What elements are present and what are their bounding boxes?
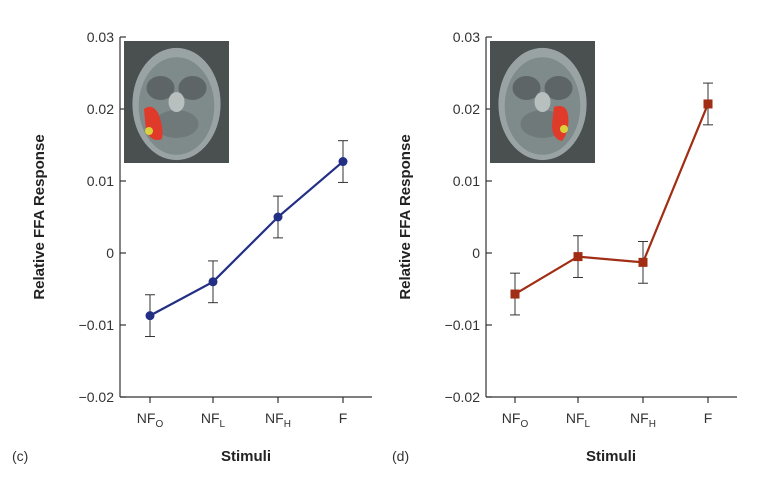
y-tick-label: 0.03 (87, 29, 114, 45)
x-tick-label: F (704, 410, 713, 426)
y-tick-label: −0.01 (79, 317, 115, 333)
x-axis-label: Stimuli (221, 448, 271, 465)
panel-label: (c) (12, 448, 28, 464)
series-line (514, 103, 710, 295)
y-axis-label: Relative FFA Response (31, 134, 48, 299)
brain-scan-image (124, 41, 229, 163)
y-tick-label: 0.02 (87, 101, 114, 117)
panel-label: (d) (392, 448, 409, 464)
x-tick-label: NFH (630, 410, 656, 430)
brain-scan-image (490, 41, 595, 163)
data-point (273, 212, 283, 222)
y-tick-label: −0.02 (79, 389, 115, 405)
y-tick-label: 0 (472, 245, 480, 261)
x-tick-label: NFL (201, 410, 226, 430)
y-tick-label: −0.02 (445, 389, 481, 405)
data-point (338, 157, 348, 167)
x-tick-label: NFL (566, 410, 591, 430)
chart-panel-d: −0.02 −0.01 0 0.01 0.02 0.03 NFO NFL NFH F Relativ… (392, 29, 737, 465)
data-point (638, 257, 648, 267)
data-point (573, 252, 583, 262)
x-tick-label: NFO (137, 410, 164, 430)
data-point (510, 289, 520, 299)
y-tick-label: 0.02 (453, 101, 480, 117)
data-point (145, 311, 155, 321)
x-tick-label: NFO (502, 410, 529, 430)
series-line (149, 160, 344, 317)
data-point (208, 277, 218, 287)
y-tick-label: 0.01 (453, 173, 480, 189)
y-tick-label: 0.01 (87, 173, 114, 189)
data-point (703, 99, 713, 109)
y-axis-label: Relative FFA Response (397, 134, 414, 299)
y-tick-label: 0 (106, 245, 114, 261)
chart-panel-c: −0.02 −0.01 0 0.01 0.02 0.03 NFO NFL NFH F Relativ… (12, 29, 372, 465)
x-axis-label: Stimuli (586, 448, 636, 465)
y-tick-label: 0.03 (453, 29, 480, 45)
y-tick-label: −0.01 (445, 317, 481, 333)
x-tick-label: F (339, 410, 348, 426)
x-tick-label: NFH (265, 410, 291, 430)
